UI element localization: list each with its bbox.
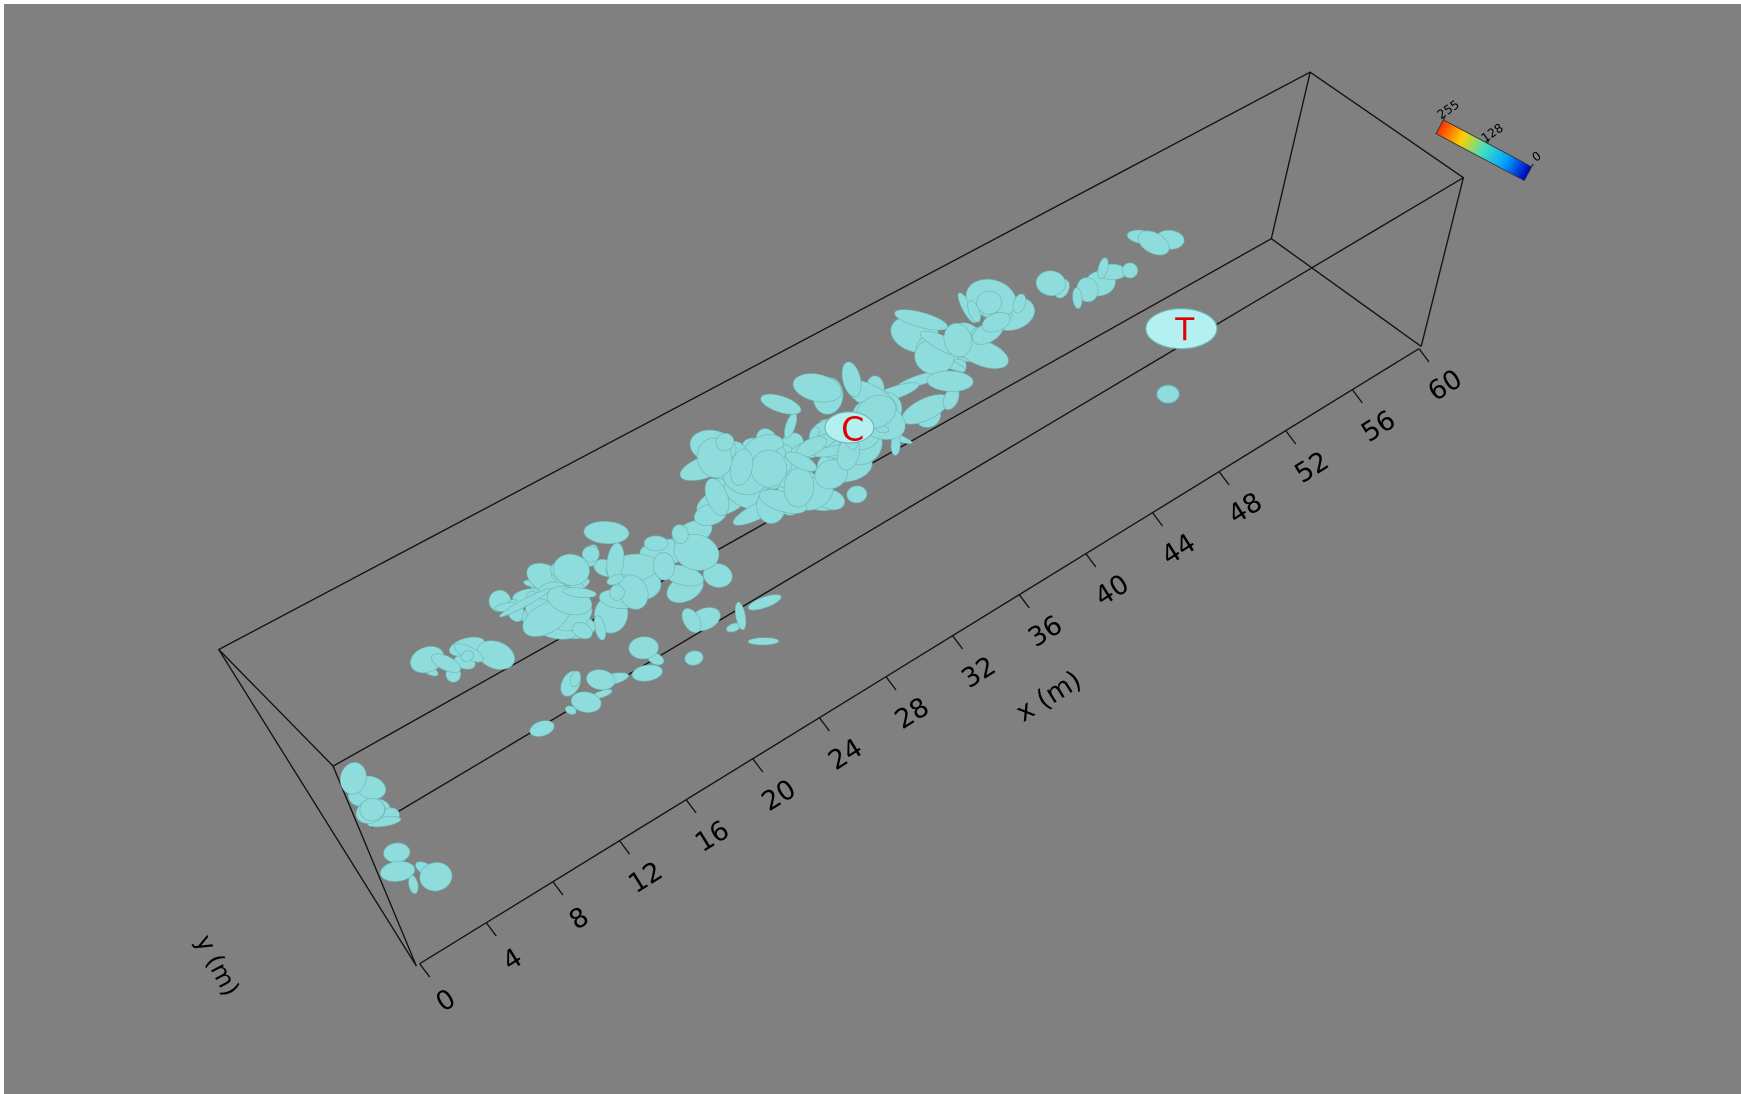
chart: 04812162024283236404448525660 x (m) y (m…: [0, 0, 1741, 1094]
background: [4, 4, 1741, 1094]
isosurface-blob: [582, 546, 599, 562]
annotation: T: [1174, 312, 1195, 348]
page: 04812162024283236404448525660 x (m) y (m…: [0, 0, 1741, 1094]
annotation: C: [841, 409, 864, 448]
isosurface-blob: [610, 585, 625, 601]
isosurface-blob: [644, 536, 668, 552]
isosurface-blob: [1157, 385, 1179, 403]
